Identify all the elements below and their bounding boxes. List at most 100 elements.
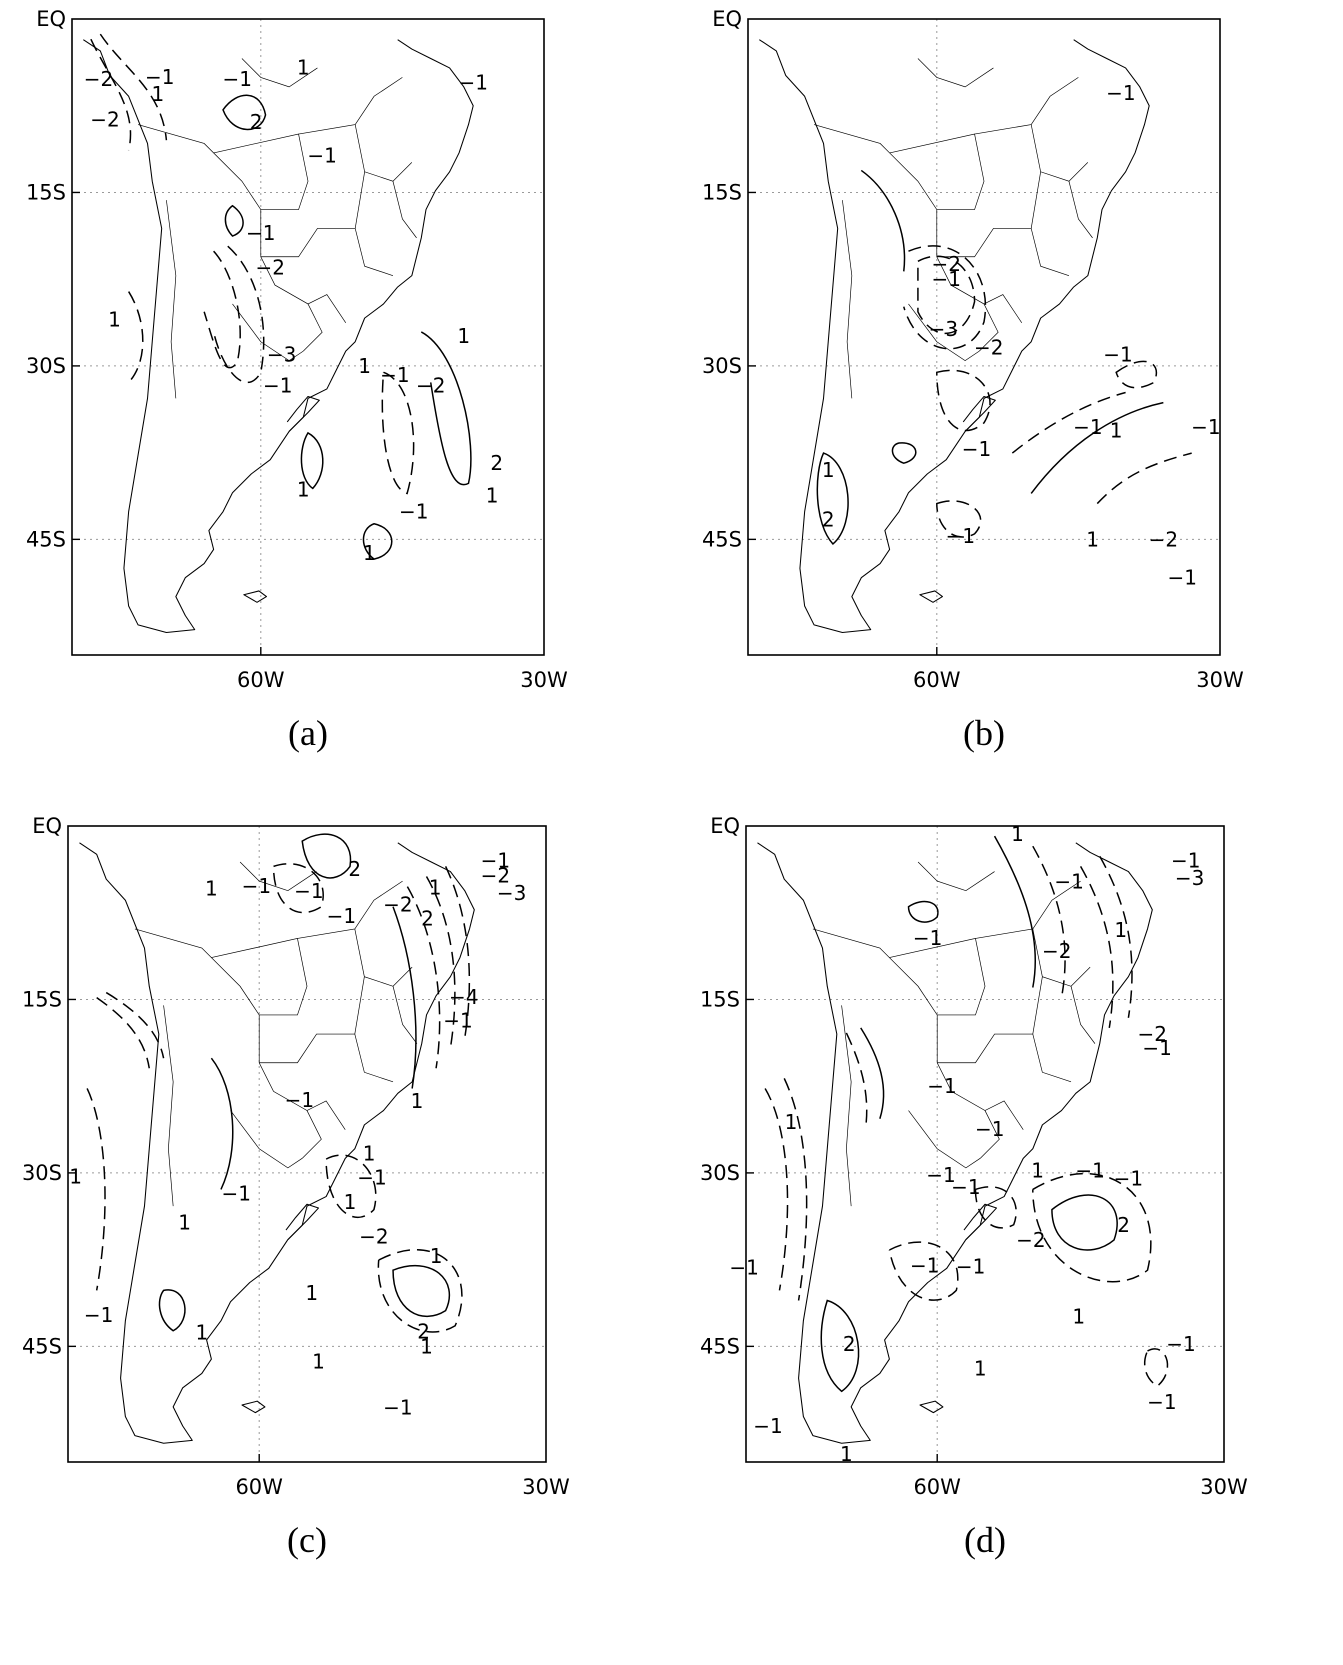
contour-label: 1 bbox=[974, 1356, 987, 1380]
lon-label: 30W bbox=[522, 1475, 570, 1499]
contour-lines bbox=[817, 170, 1191, 544]
lat-label: EQ bbox=[36, 7, 66, 31]
lat-label: 30S bbox=[702, 354, 742, 378]
contour-label: 1 bbox=[1072, 1304, 1085, 1328]
lon-label: 30W bbox=[520, 668, 568, 692]
contour-label: 1 bbox=[430, 1244, 443, 1268]
contour-label: −1 bbox=[926, 1163, 955, 1187]
contour-label: −2 bbox=[359, 1225, 388, 1249]
positive-contour bbox=[302, 834, 350, 878]
contour-label: 1 bbox=[785, 1110, 798, 1134]
negative-contour bbox=[106, 993, 163, 1059]
contour-label: 1 bbox=[840, 1442, 853, 1466]
contour-label: 2 bbox=[417, 1319, 430, 1343]
contour-label: −3 bbox=[1175, 866, 1204, 890]
panel-caption: (d) bbox=[964, 1520, 1006, 1560]
contour-label: −3 bbox=[267, 342, 296, 366]
lon-label: 60W bbox=[237, 668, 285, 692]
positive-contour bbox=[301, 433, 322, 489]
lon-label: 60W bbox=[913, 668, 961, 692]
lat-label: EQ bbox=[710, 814, 740, 838]
contour-label: −1 bbox=[242, 874, 271, 898]
negative-contour bbox=[1097, 453, 1191, 503]
contour-label: −1 bbox=[1073, 415, 1102, 439]
contour-label: 1 bbox=[411, 1089, 424, 1113]
positive-contour bbox=[421, 332, 471, 485]
contour-label: 1 bbox=[822, 458, 835, 482]
south-america-map bbox=[82, 39, 474, 634]
negative-contour bbox=[1145, 1349, 1168, 1386]
map-frame bbox=[71, 18, 545, 656]
contour-label: −1 bbox=[327, 904, 356, 928]
negative-contour bbox=[97, 998, 150, 1069]
positive-contour bbox=[393, 1266, 449, 1317]
contour-label: 2 bbox=[250, 110, 263, 134]
contour-label: −1 bbox=[246, 221, 275, 245]
contour-label: 2 bbox=[490, 451, 503, 475]
positive-contour bbox=[817, 453, 848, 544]
contour-label: −1 bbox=[263, 374, 292, 398]
positive-contour bbox=[225, 206, 243, 236]
contour-label: 1 bbox=[1031, 1159, 1044, 1183]
contour-label: 1 bbox=[1114, 918, 1127, 942]
contour-label: −1 bbox=[1191, 415, 1220, 439]
contour-label: −1 bbox=[1166, 1332, 1195, 1356]
contour-label: 1 bbox=[429, 875, 442, 899]
contour-label: −3 bbox=[929, 317, 958, 341]
map-frame bbox=[745, 825, 1225, 1463]
contour-label: 2 bbox=[843, 1332, 856, 1356]
negative-contour bbox=[129, 292, 143, 383]
contour-label: −1 bbox=[285, 1088, 314, 1112]
lat-label: 15S bbox=[26, 180, 66, 204]
negative-contour bbox=[1116, 361, 1156, 387]
lon-label: 60W bbox=[913, 1475, 961, 1499]
lat-label: 45S bbox=[22, 1334, 62, 1358]
lat-label: 30S bbox=[26, 354, 66, 378]
negative-contour bbox=[975, 1187, 1016, 1228]
lon-label: 30W bbox=[1200, 1475, 1248, 1499]
contour-label: 1 bbox=[363, 1141, 376, 1165]
contour-label: 1 bbox=[363, 541, 376, 565]
positive-contour bbox=[1052, 1195, 1117, 1250]
contour-label: −1 bbox=[1142, 1036, 1171, 1060]
contour-label: 1 bbox=[108, 308, 121, 332]
contour-label: −1 bbox=[1171, 849, 1200, 873]
contour-label: −1 bbox=[443, 1008, 472, 1032]
contour-label: −2 bbox=[90, 108, 119, 132]
negative-contour bbox=[937, 370, 990, 430]
positive-contour bbox=[821, 1300, 858, 1391]
contour-label: −1 bbox=[753, 1414, 782, 1438]
positive-contour bbox=[1031, 403, 1163, 494]
negative-contour bbox=[1081, 866, 1113, 1028]
contour-label: −1 bbox=[357, 1166, 386, 1190]
positive-contour bbox=[909, 902, 938, 923]
contour-label: 1 bbox=[205, 876, 218, 900]
lat-label: 15S bbox=[700, 987, 740, 1011]
negative-contour bbox=[91, 39, 131, 150]
contour-label: 1 bbox=[420, 1334, 433, 1358]
contour-label: 1 bbox=[312, 1349, 325, 1373]
positive-contour bbox=[211, 1058, 232, 1189]
negative-contour bbox=[100, 34, 166, 140]
contour-label: 1 bbox=[1011, 822, 1024, 846]
lat-label: 15S bbox=[702, 180, 742, 204]
contour-label: −2 bbox=[1149, 527, 1178, 551]
contour-lines bbox=[91, 34, 471, 559]
negative-contour bbox=[765, 1088, 787, 1290]
contour-label: 1 bbox=[152, 82, 165, 106]
contour-lines bbox=[765, 836, 1167, 1391]
contour-label: 2 bbox=[348, 857, 361, 881]
contour-label: −4 bbox=[449, 985, 478, 1009]
contour-label: −1 bbox=[927, 1074, 956, 1098]
negative-contour bbox=[274, 864, 324, 913]
contour-label: −2 bbox=[84, 67, 113, 91]
contour-label: −1 bbox=[910, 1253, 939, 1277]
contour-label: −1 bbox=[729, 1256, 758, 1280]
contour-label: −1 bbox=[383, 1396, 412, 1420]
lat-label: EQ bbox=[32, 814, 62, 838]
positive-contour bbox=[861, 1028, 884, 1119]
